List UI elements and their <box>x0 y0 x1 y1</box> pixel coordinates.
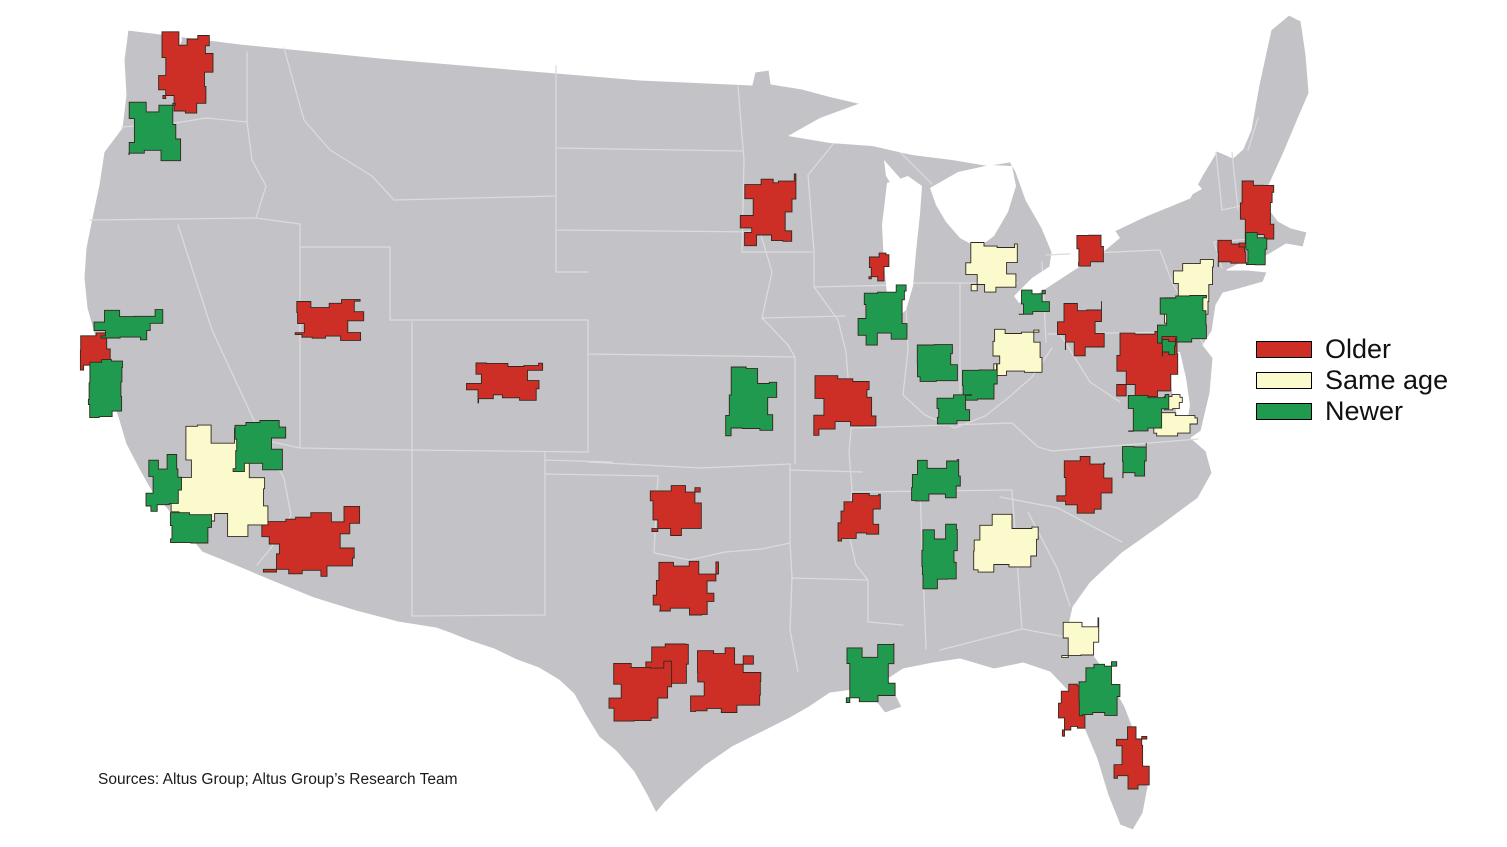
metro-area-32-newer <box>93 309 164 341</box>
metro-area-20-older <box>1056 456 1113 514</box>
legend-item-newer: Newer <box>1256 396 1448 427</box>
metro-area-4-older <box>466 362 544 404</box>
lake-huron <box>930 165 1016 248</box>
metro-area-45-newer <box>845 643 896 703</box>
metro-area-42-newer <box>936 394 973 425</box>
legend-label-older: Older <box>1325 334 1392 364</box>
metro-area-40-newer <box>916 344 958 382</box>
metro-area-39-newer <box>1018 289 1050 315</box>
metro-area-29-same_age <box>1153 412 1198 437</box>
legend-swatch-newer <box>1256 403 1312 420</box>
metro-area-10-older <box>690 647 762 713</box>
metro-area-27-same_age <box>973 513 1039 573</box>
metro-area-9-older <box>608 660 673 722</box>
metro-area-43-newer <box>911 459 961 502</box>
metro-area-48-newer <box>1161 337 1176 357</box>
metro-area-22-older <box>1113 726 1150 790</box>
metro-area-44-newer <box>921 523 958 590</box>
metro-area-38-newer <box>857 284 908 346</box>
metro-area-7-older <box>652 560 719 616</box>
legend-label-newer: Newer <box>1325 396 1404 426</box>
lake-ontario <box>1121 180 1202 218</box>
metro-area-14-older <box>837 493 881 542</box>
metro-area-12-older <box>868 252 890 282</box>
metro-area-18-older <box>1238 180 1275 248</box>
metro-area-30-same_age <box>1061 617 1100 659</box>
legend-swatch-older <box>1256 341 1312 358</box>
metro-area-16-older <box>1057 301 1105 357</box>
great-lakes <box>160 15 1202 430</box>
lake-michigan <box>882 176 922 319</box>
metro-area-6-older <box>649 485 702 536</box>
metro-area-37-newer <box>725 366 778 437</box>
legend: Older Same age Newer <box>1256 334 1448 427</box>
metro-area-35-newer <box>145 454 182 512</box>
metro-area-33-newer <box>87 359 123 419</box>
metro-area-50-newer <box>1122 442 1147 479</box>
metro-area-36-newer <box>169 512 212 544</box>
metro-area-34-newer <box>232 420 287 473</box>
legend-item-same-age: Same age <box>1256 365 1448 396</box>
metro-area-11-older <box>739 173 797 247</box>
legend-item-older: Older <box>1256 334 1448 365</box>
source-note: Sources: Altus Group; Altus Group’s Rese… <box>98 771 458 788</box>
green-bay <box>884 160 900 192</box>
metro-area-46-newer <box>1157 295 1207 344</box>
metro-area-5-older <box>261 505 361 577</box>
metro-area-25-same_age <box>992 328 1043 376</box>
metro-area-47-newer <box>1245 232 1268 266</box>
metro-area-3-older <box>294 299 365 341</box>
metro-area-13-older <box>813 375 877 436</box>
lake-superior <box>788 98 1012 166</box>
metro-area-31-newer <box>128 101 182 162</box>
metro-area-15-older <box>1076 234 1104 267</box>
metro-area-1-older <box>158 31 214 114</box>
metro-area-49-newer <box>1127 393 1170 432</box>
metro-area-51-newer <box>1078 661 1121 717</box>
metro-area-24-same_age <box>965 242 1018 293</box>
metro-areas <box>79 31 1275 790</box>
legend-swatch-same-age <box>1256 372 1312 389</box>
legend-label-same-age: Same age <box>1325 365 1449 395</box>
